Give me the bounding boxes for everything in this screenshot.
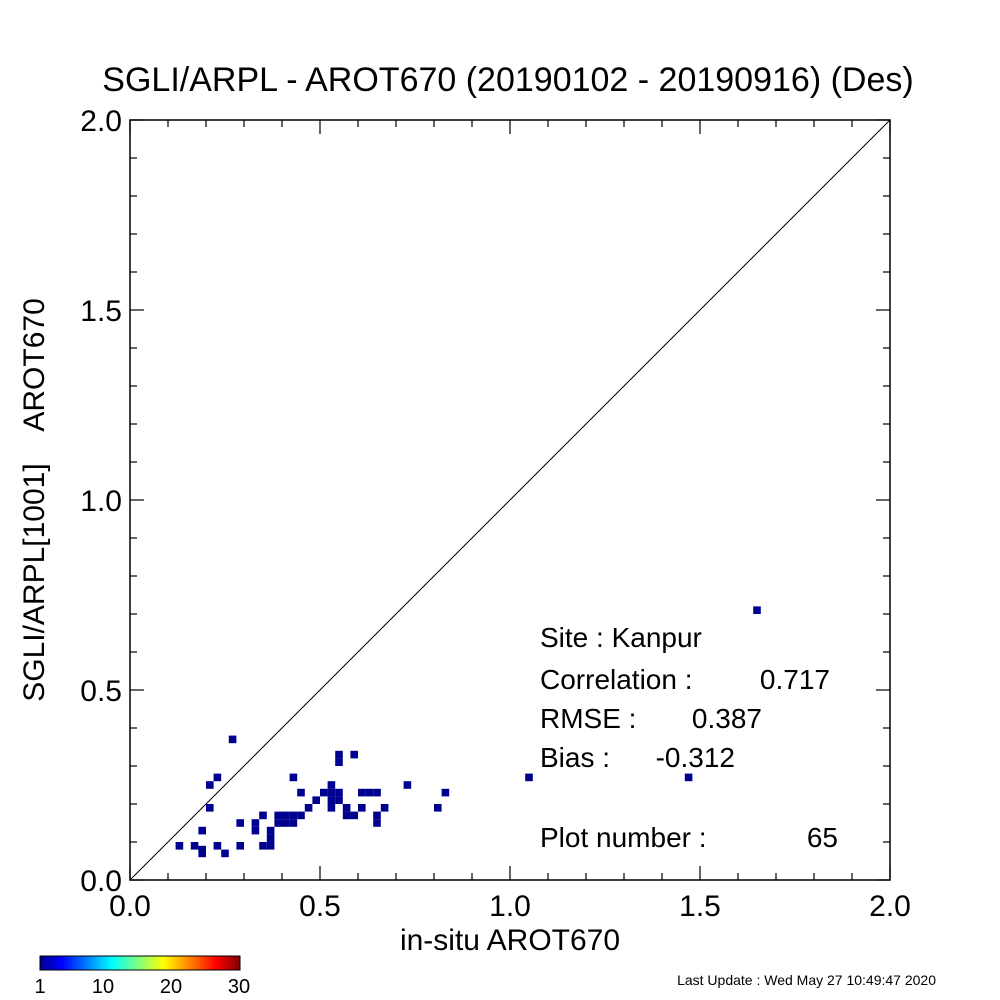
y-axis-label: SGLI/ARPL[1001] AROT670 xyxy=(18,298,51,702)
y-tick-label: 0.0 xyxy=(80,865,122,898)
density-cell xyxy=(274,811,282,820)
x-tick-label: 2.0 xyxy=(869,890,911,923)
colorbar-tick-label: 20 xyxy=(160,976,182,998)
x-tick-label: 0.0 xyxy=(109,890,151,923)
density-cell xyxy=(266,834,275,842)
density-cell xyxy=(312,796,320,804)
density-cell xyxy=(259,842,267,850)
density-cell xyxy=(342,811,351,820)
density-cell xyxy=(403,781,412,789)
statistics-box: Site : Kanpur Correlation : 0.717 RMSE :… xyxy=(540,622,838,853)
density-cell xyxy=(350,750,358,759)
density-cell xyxy=(297,788,305,797)
x-tick-label: 1.5 xyxy=(679,890,721,923)
density-cell xyxy=(198,826,206,835)
density-cell xyxy=(289,773,298,782)
axis-ticks xyxy=(129,119,891,881)
density-cell xyxy=(350,811,358,820)
density-cell xyxy=(525,773,533,782)
density-cell xyxy=(213,842,222,850)
y-tick-labels: 0.0 0.5 1.0 1.5 2.0 xyxy=(80,105,122,898)
density-cell xyxy=(358,804,366,812)
density-cell xyxy=(684,773,693,782)
y-tick-label: 0.5 xyxy=(80,675,122,708)
density-cell xyxy=(441,788,450,797)
density-cell xyxy=(335,750,343,759)
colorbar-tick-label: 10 xyxy=(92,976,114,998)
density-cell xyxy=(365,788,374,797)
density-cell xyxy=(251,826,260,835)
density-cell xyxy=(175,842,184,850)
colorbar-tick-label: 30 xyxy=(228,976,250,998)
density-cell xyxy=(282,819,290,827)
density-cell xyxy=(266,826,275,835)
density-cell xyxy=(320,788,328,797)
density-cell xyxy=(282,811,290,820)
x-axis-label: in-situ AROT670 xyxy=(400,924,620,957)
y-tick-label: 1.0 xyxy=(80,485,122,518)
density-cell xyxy=(335,758,343,766)
last-update-footer: Last Update : Wed May 27 10:49:47 2020 xyxy=(677,972,936,988)
density-cell xyxy=(221,849,229,858)
y-tick-label: 1.5 xyxy=(80,295,122,328)
density-cell xyxy=(206,804,214,812)
density-cell xyxy=(327,804,336,812)
bias-value: -0.312 xyxy=(656,742,735,773)
density-cell xyxy=(198,849,206,858)
density-cell xyxy=(358,788,366,797)
density-cell xyxy=(373,819,381,827)
density-cell xyxy=(213,773,222,782)
density-cell xyxy=(342,804,351,812)
density-cell xyxy=(206,781,214,789)
density-cell xyxy=(373,811,381,820)
density-cell xyxy=(373,788,381,797)
colorbar: 1 10 20 30 xyxy=(34,955,250,998)
density-cell xyxy=(434,804,442,812)
density-cell xyxy=(289,819,298,827)
density-cell xyxy=(251,819,260,827)
density-cell xyxy=(266,842,275,850)
density-cell xyxy=(327,781,336,789)
chart-title: SGLI/ARPL - AROT670 (20190102 - 20190916… xyxy=(102,61,913,99)
rmse-value: 0.387 xyxy=(692,703,762,734)
one-to-one-line xyxy=(129,119,891,881)
density-cell xyxy=(274,819,282,827)
density-cell xyxy=(753,606,761,614)
density-cell xyxy=(335,796,343,804)
density-cell xyxy=(327,796,336,804)
density-cells xyxy=(175,606,761,858)
density-cell xyxy=(236,819,244,827)
density-cell xyxy=(289,811,298,820)
x-tick-label: 0.5 xyxy=(299,890,341,923)
density-cell xyxy=(297,811,305,820)
density-cell xyxy=(259,811,267,820)
correlation-value: 0.717 xyxy=(760,664,830,695)
plot-number-label: Plot number : xyxy=(540,822,707,853)
plot-number-value: 65 xyxy=(807,822,838,853)
correlation-label: Correlation : xyxy=(540,664,693,695)
density-cell xyxy=(380,804,389,812)
x-tick-labels: 0.0 0.5 1.0 1.5 2.0 xyxy=(109,890,911,923)
colorbar-tick-label: 1 xyxy=(34,976,45,998)
density-cell xyxy=(304,804,313,812)
site-label: Site : Kanpur xyxy=(540,622,702,653)
colorbar-gradient xyxy=(39,955,241,971)
bias-label: Bias : xyxy=(540,742,610,773)
density-cell xyxy=(236,842,244,850)
density-cell xyxy=(335,788,343,797)
density-cell xyxy=(190,842,199,850)
rmse-label: RMSE : xyxy=(540,703,636,734)
density-cell xyxy=(327,788,336,797)
y-tick-label: 2.0 xyxy=(80,105,122,138)
density-cell xyxy=(228,735,237,744)
x-tick-label: 1.0 xyxy=(489,890,531,923)
